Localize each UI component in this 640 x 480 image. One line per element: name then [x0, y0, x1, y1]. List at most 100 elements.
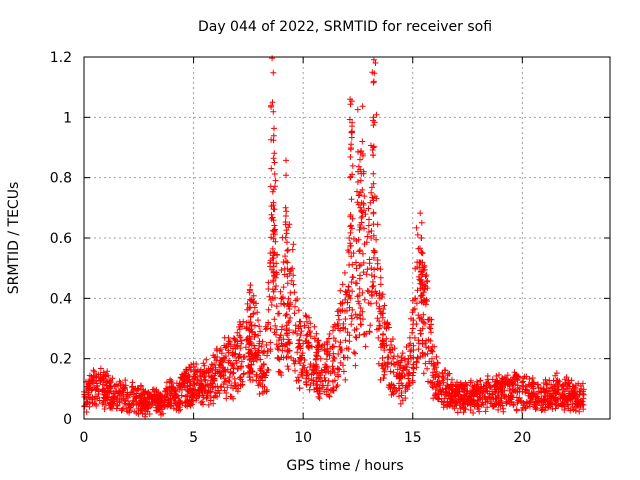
data-point — [357, 189, 364, 196]
data-point — [102, 397, 109, 404]
data-point — [335, 325, 342, 332]
data-point — [365, 205, 372, 212]
data-point — [271, 159, 278, 166]
data-point — [291, 289, 298, 296]
data-point — [347, 146, 354, 153]
data-point — [269, 255, 276, 262]
data-point — [280, 336, 287, 343]
data-point — [420, 352, 426, 359]
data-point — [212, 364, 219, 371]
data-point — [361, 241, 368, 247]
data-point — [161, 398, 168, 405]
data-point — [290, 281, 297, 288]
data-point — [316, 342, 323, 348]
data-point — [93, 385, 100, 392]
scatter-points — [81, 55, 587, 420]
data-point — [393, 372, 400, 378]
data-point — [278, 340, 285, 347]
data-point — [275, 337, 282, 344]
data-point — [371, 273, 378, 280]
data-point — [274, 251, 281, 258]
data-point — [348, 312, 355, 319]
data-point — [370, 282, 377, 289]
data-point — [338, 347, 345, 353]
data-point — [348, 222, 354, 229]
data-point — [210, 384, 217, 391]
data-point — [242, 344, 249, 351]
data-point — [399, 397, 406, 404]
data-point — [104, 378, 110, 385]
data-point — [347, 174, 354, 181]
data-point — [89, 379, 96, 386]
data-point — [278, 300, 284, 307]
data-point — [533, 399, 540, 406]
data-point — [286, 306, 293, 312]
data-point — [283, 157, 289, 164]
data-point — [284, 266, 291, 272]
x-tick-label: 5 — [189, 430, 198, 446]
data-point — [230, 345, 237, 352]
data-point — [154, 404, 161, 411]
data-point — [236, 332, 243, 339]
data-point — [283, 208, 290, 215]
data-point — [272, 177, 279, 184]
data-point — [440, 401, 447, 408]
data-point — [291, 360, 298, 367]
data-point — [286, 340, 293, 347]
data-point — [138, 391, 144, 398]
data-point — [365, 229, 372, 235]
data-point — [538, 407, 545, 414]
data-point — [236, 374, 243, 381]
data-point — [492, 389, 499, 396]
data-point — [105, 372, 112, 379]
data-point — [350, 250, 357, 257]
data-point — [356, 292, 363, 299]
data-point — [510, 402, 517, 409]
data-point — [366, 329, 373, 336]
data-point — [234, 365, 241, 372]
data-point — [428, 321, 435, 328]
data-point — [265, 306, 272, 313]
data-point — [257, 381, 263, 388]
data-point — [371, 119, 378, 126]
data-point — [357, 321, 364, 328]
data-point — [230, 395, 237, 402]
data-point — [352, 280, 359, 287]
data-point — [390, 355, 396, 362]
data-point — [489, 388, 495, 395]
data-point — [264, 352, 270, 359]
data-point — [337, 359, 344, 366]
data-point — [370, 114, 377, 121]
data-point — [495, 406, 502, 413]
data-point — [270, 288, 277, 295]
data-point — [370, 210, 377, 217]
data-point — [380, 375, 387, 381]
data-point — [238, 340, 245, 347]
data-point — [353, 265, 360, 272]
data-point — [308, 377, 315, 384]
data-point — [363, 330, 370, 337]
data-point — [177, 399, 184, 406]
data-point — [348, 253, 355, 260]
data-point — [349, 128, 355, 135]
data-point — [356, 300, 363, 307]
data-point — [562, 380, 569, 387]
data-point — [424, 277, 431, 284]
data-point — [347, 229, 354, 236]
data-point — [86, 382, 93, 389]
data-point — [418, 279, 425, 286]
data-point — [117, 392, 124, 399]
data-point — [337, 300, 344, 307]
data-point — [329, 378, 336, 385]
data-point — [184, 386, 191, 393]
data-point — [355, 298, 362, 305]
data-point — [353, 334, 360, 341]
data-point — [283, 311, 290, 318]
data-point — [235, 385, 242, 392]
data-point — [291, 310, 298, 317]
data-point — [246, 356, 253, 363]
data-point — [349, 171, 356, 178]
data-point — [541, 388, 548, 395]
data-point — [284, 363, 291, 370]
data-point — [311, 323, 318, 330]
